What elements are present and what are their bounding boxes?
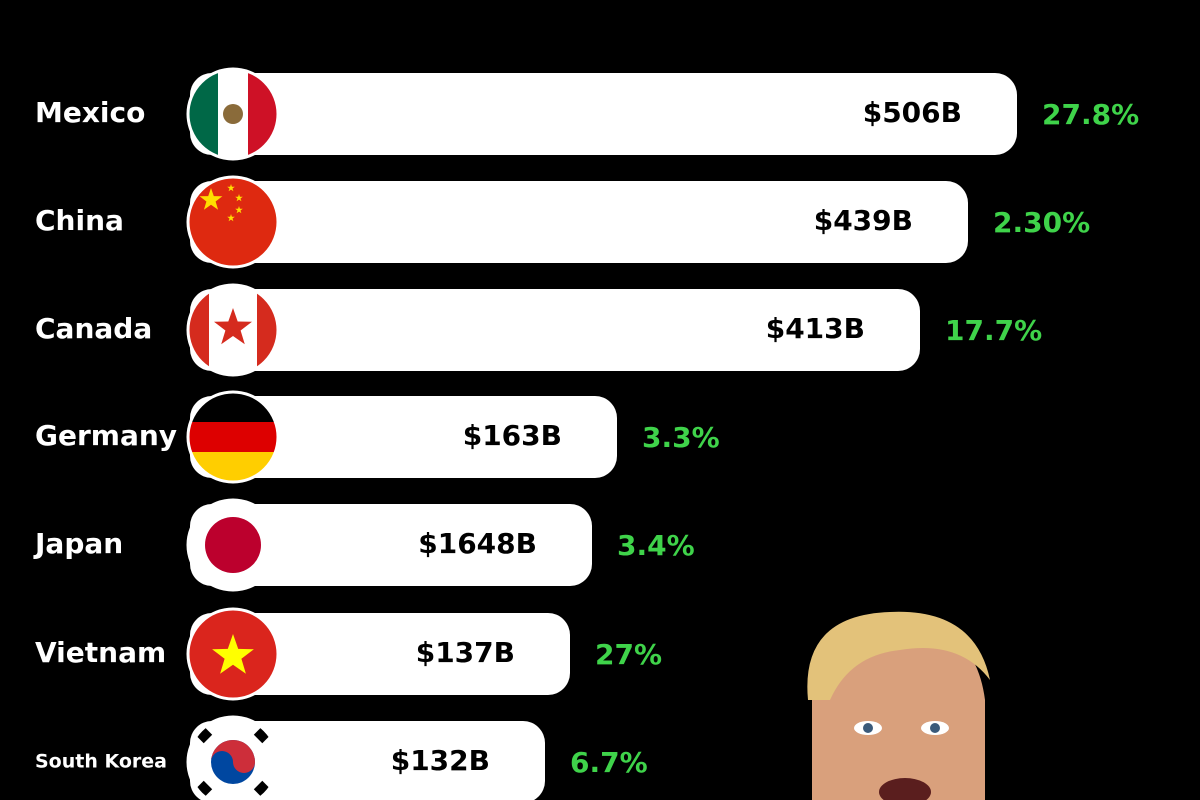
row: Mexico $506B 27.8%: [35, 67, 1139, 161]
flag-ring: [186, 175, 280, 269]
country-name: Vietnam: [35, 636, 166, 669]
change-label: 3.4%: [617, 529, 695, 562]
change-label: 27.8%: [1042, 98, 1139, 131]
flag-star: [227, 184, 235, 192]
flag: [188, 500, 278, 590]
flag: [188, 177, 278, 267]
flag-star: [227, 214, 235, 222]
flag-star: [235, 206, 243, 214]
change-label: 17.7%: [945, 314, 1042, 347]
change-label: 27%: [595, 638, 662, 671]
row: Vietnam $137B 27%: [35, 607, 662, 701]
flag-ring: [186, 67, 280, 161]
flag: [188, 285, 278, 375]
flag-emblem: [223, 104, 243, 124]
row: South Korea $132B 6.7%: [35, 715, 648, 800]
row: Germany $163B 3.3%: [35, 390, 720, 484]
bar-value: $132B: [391, 744, 490, 777]
row: Japan $1648B 3.4%: [33, 498, 695, 592]
change-label: 6.7%: [570, 746, 648, 779]
bar: [190, 289, 920, 371]
flag-disc: [205, 517, 261, 573]
bar: [190, 73, 1017, 155]
flag: [188, 392, 278, 482]
flag-leaf: [214, 308, 252, 345]
flag-disc: [211, 740, 255, 773]
flag-ring: [186, 715, 280, 800]
bar: [190, 613, 570, 695]
bar-value: $163B: [463, 419, 562, 452]
bar-value: $439B: [814, 204, 913, 237]
country-name: Mexico: [35, 96, 145, 129]
country-name: China: [35, 204, 124, 237]
change-label: 2.30%: [993, 206, 1090, 239]
flag-ring: [186, 607, 280, 701]
country-name: Japan: [33, 527, 123, 560]
country-name: South Korea: [35, 751, 167, 773]
flag-star: [235, 194, 243, 202]
flag-ring: [186, 283, 280, 377]
portrait: [807, 611, 990, 800]
row: Canada $413B 17.7%: [35, 283, 1042, 377]
flag: [188, 717, 278, 800]
country-name: Canada: [35, 312, 152, 345]
bar: [190, 396, 617, 478]
flag-ring: [186, 390, 280, 484]
change-label: 3.3%: [642, 421, 720, 454]
flag-ring: [186, 498, 280, 592]
flag-field: [188, 177, 278, 267]
flag-star: [199, 188, 223, 210]
bar-value: $137B: [416, 636, 515, 669]
bar: [190, 181, 968, 263]
country-name: Germany: [35, 419, 177, 452]
bar: [190, 504, 592, 586]
flag-star: [212, 634, 254, 674]
flag-band: [188, 422, 278, 452]
row: China $439B 2.30%: [35, 175, 1090, 269]
bar-value: $506B: [863, 96, 962, 129]
flag: [188, 609, 278, 699]
bar: [190, 721, 545, 800]
bar-value: $1648B: [418, 527, 537, 560]
bar-value: $413B: [766, 312, 865, 345]
